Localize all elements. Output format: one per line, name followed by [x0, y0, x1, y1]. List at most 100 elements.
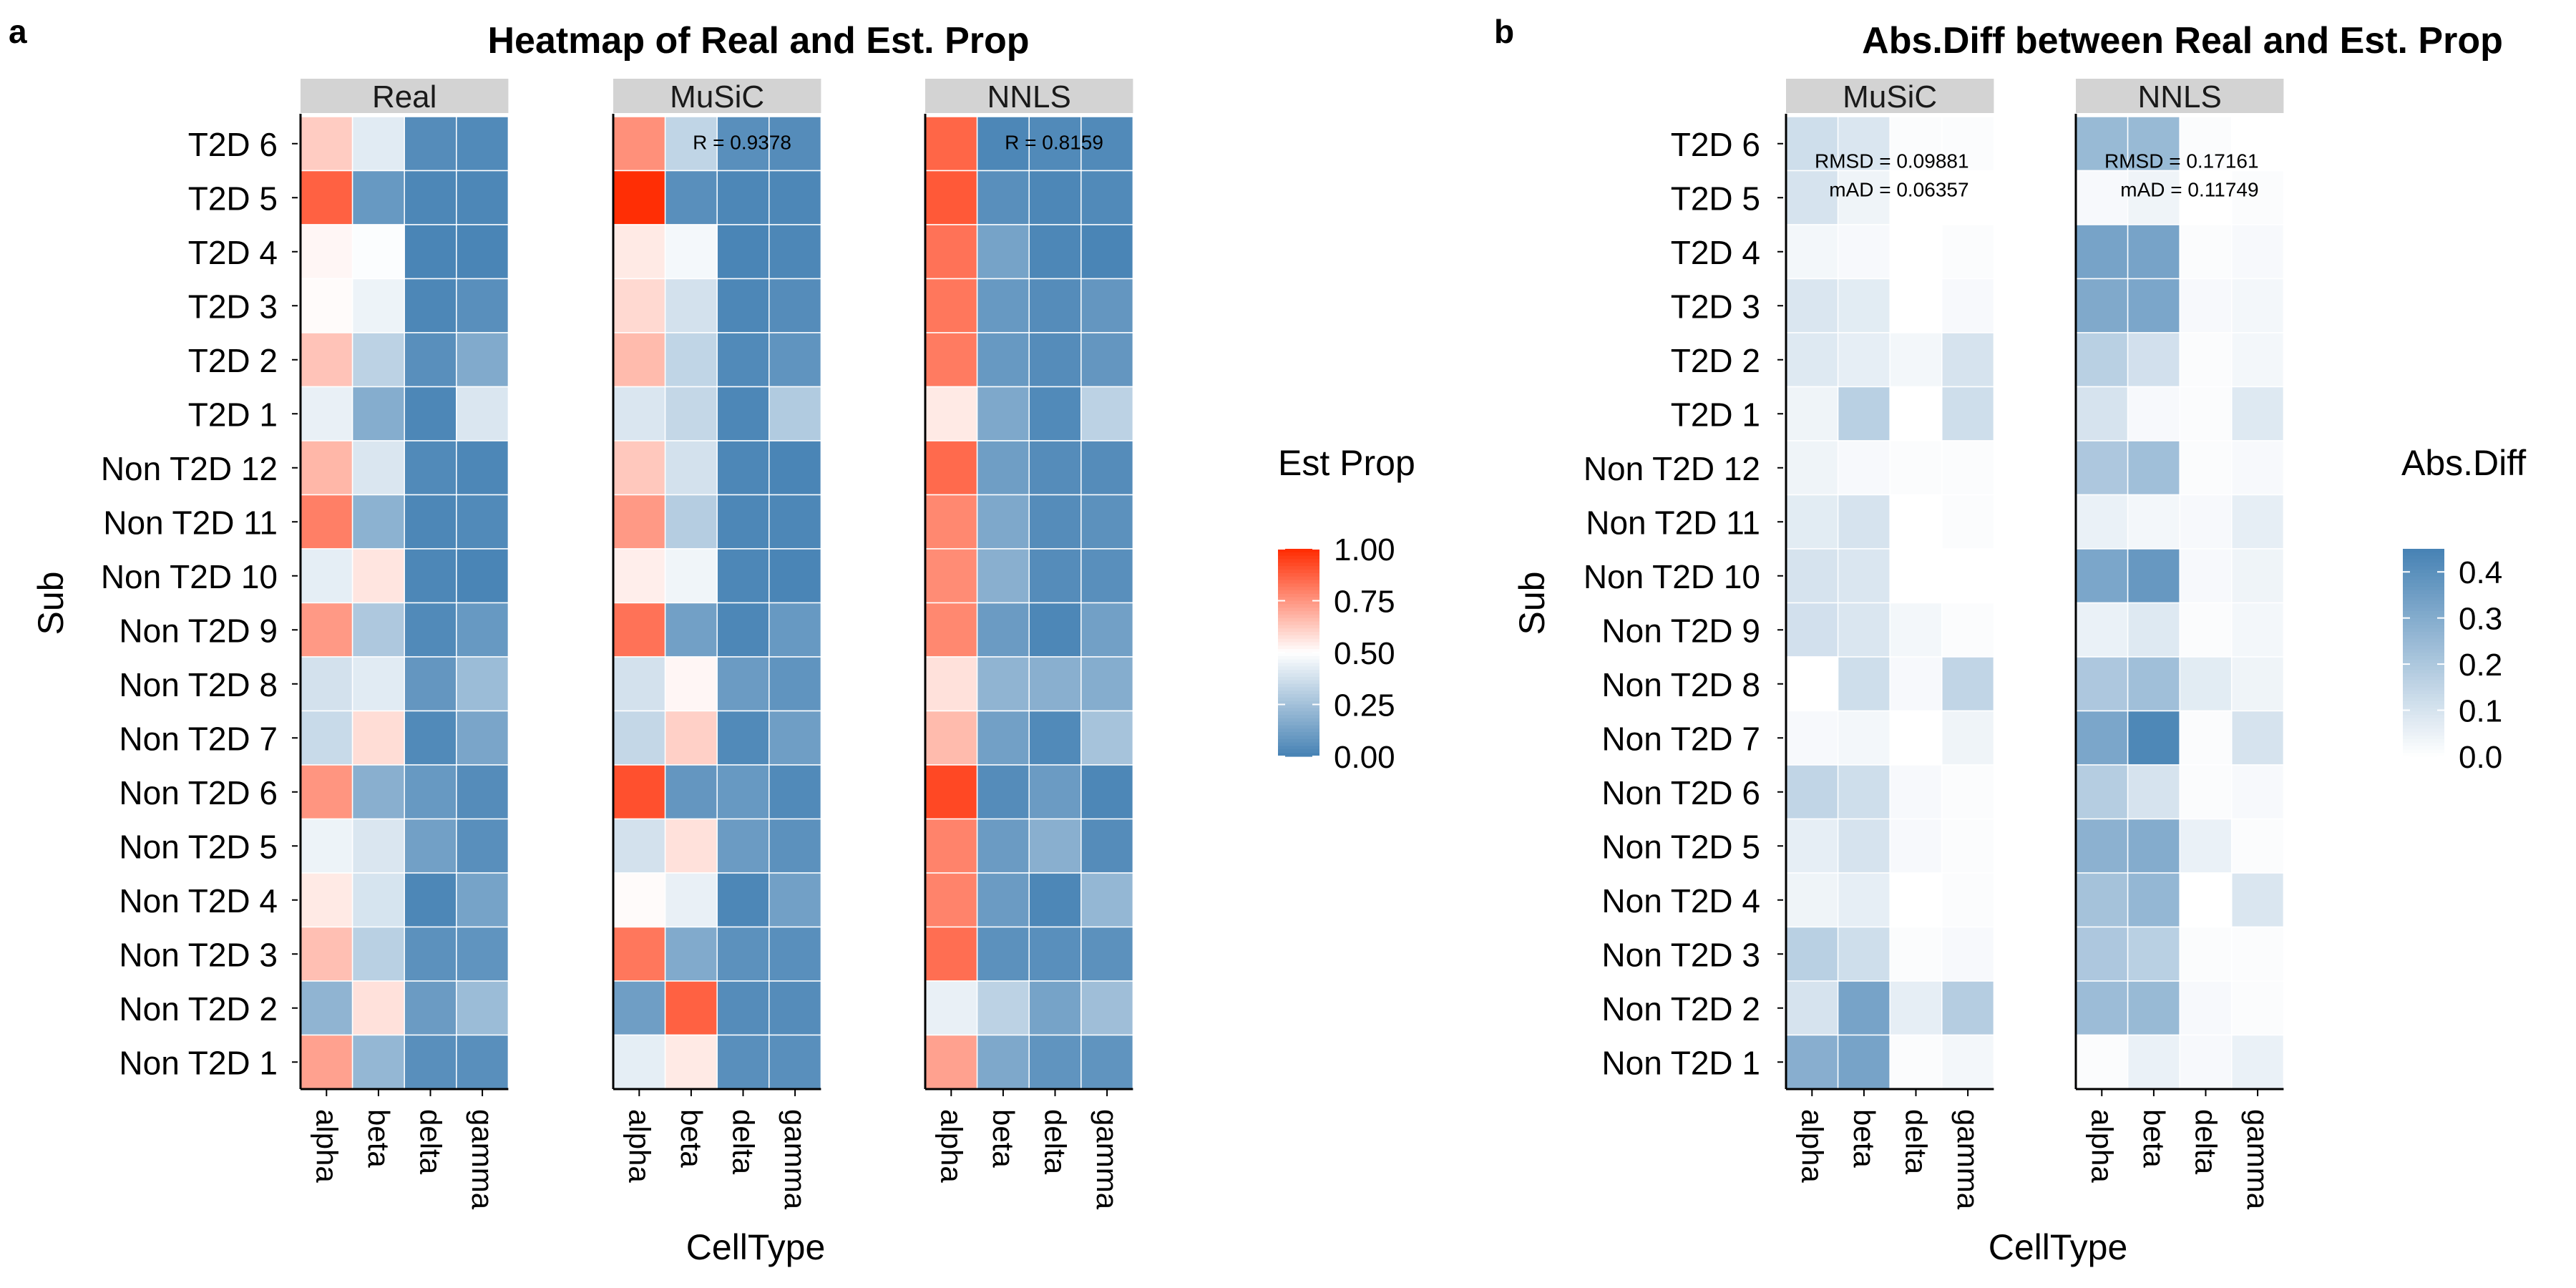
heatmap-cell [300, 548, 353, 604]
legend-colorbar-segment [2403, 559, 2444, 563]
heatmap-cell [1080, 872, 1134, 928]
heatmap-cell [404, 602, 457, 658]
heatmap-cell [664, 494, 718, 550]
x-tick-label: delta [1039, 1109, 1073, 1175]
heatmap-cell [2179, 116, 2233, 172]
heatmap-cell [351, 710, 405, 766]
heatmap-cell [456, 872, 509, 928]
heatmap-cell [2075, 710, 2129, 766]
heatmap-cell [300, 818, 353, 874]
heatmap-cell [300, 602, 353, 658]
heatmap-cell [716, 710, 770, 766]
heatmap-cell [924, 170, 978, 225]
heatmap-cell [300, 872, 353, 928]
legend-colorbar-segment [2403, 659, 2444, 664]
heatmap-cell [769, 602, 822, 658]
legend-tick-label: 0.4 [2459, 555, 2502, 590]
heatmap-cell [300, 926, 353, 982]
heatmap-cell [1941, 548, 1995, 604]
heatmap-cell [716, 656, 770, 712]
heatmap-cell [1028, 170, 1082, 225]
heatmap-cell [2179, 872, 2233, 928]
heatmap-cell [613, 440, 666, 496]
heatmap-cell [2075, 494, 2129, 550]
heatmap-cell [351, 278, 405, 333]
heatmap-cell [1080, 818, 1134, 874]
x-tick-label: alpha [310, 1109, 343, 1183]
heatmap-cell [1889, 440, 1943, 496]
heatmap-cell [1889, 116, 1943, 172]
heatmap-cell [716, 548, 770, 604]
legend-colorbar-segment [1278, 611, 1319, 615]
heatmap-cell [1889, 548, 1943, 604]
heatmap-cell [1837, 710, 1890, 766]
heatmap-cell [404, 494, 457, 550]
heatmap-cell [404, 1034, 457, 1090]
heatmap-cell [300, 386, 353, 441]
heatmap-cell [924, 764, 978, 820]
heatmap-cell [664, 872, 718, 928]
legend-colorbar-segment [2403, 549, 2444, 553]
heatmap-cell [1837, 224, 1890, 280]
heatmap-cell [1028, 440, 1082, 496]
legend-colorbar-segment [2403, 649, 2444, 653]
panel-label-b: b [1494, 13, 1514, 50]
heatmap-cell [1785, 980, 1839, 1036]
legend-colorbar-segment [2403, 721, 2444, 726]
heatmap-cell [1080, 980, 1134, 1036]
heatmap-cell [1785, 440, 1839, 496]
heatmap-cell [300, 710, 353, 766]
heatmap-cell [1028, 224, 1082, 280]
heatmap-cell [1889, 764, 1943, 820]
heatmap-cell [769, 440, 822, 496]
error-annotation: RMSD = 0.17161 [2104, 150, 2259, 172]
heatmap-cell [1837, 170, 1890, 225]
facet-strip-label: MuSiC [670, 79, 764, 114]
legend-colorbar-segment [1278, 676, 1319, 681]
legend-colorbar-segment [1278, 738, 1319, 743]
heatmap-cell [1785, 764, 1839, 820]
heatmap-cell [716, 386, 770, 441]
heatmap-cell [1028, 386, 1082, 441]
legend-colorbar-segment [2403, 572, 2444, 577]
legend-colorbar-segment [2403, 621, 2444, 625]
legend-colorbar-segment [1278, 580, 1319, 584]
heatmap-cell [664, 980, 718, 1036]
heatmap-cell [664, 656, 718, 712]
heatmap-cell [300, 764, 353, 820]
legend-colorbar-segment [2403, 732, 2444, 736]
heatmap-cell [1889, 926, 1943, 982]
heatmap-cell [613, 116, 666, 172]
legend-colorbar-segment [1278, 680, 1319, 685]
heatmap-cell [2127, 818, 2180, 874]
row-label: Non T2D 2 [1601, 990, 1760, 1028]
legend-colorbar-segment [2403, 683, 2444, 688]
legend-colorbar-segment [2403, 570, 2444, 574]
heatmap-cell [2231, 980, 2285, 1036]
legend-colorbar-segment [2403, 728, 2444, 733]
error-annotation: mAD = 0.11749 [2120, 179, 2258, 201]
legend-colorbar-segment [1278, 549, 1319, 553]
heatmap-cell [1080, 224, 1134, 280]
heatmap-cell [1941, 170, 1995, 225]
legend-colorbar-segment [1278, 642, 1319, 646]
heatmap-cell [351, 872, 405, 928]
heatmap-cell [2127, 278, 2180, 333]
heatmap-cell [716, 440, 770, 496]
row-label: Non T2D 11 [103, 504, 278, 541]
heatmap-cell [2179, 602, 2233, 658]
heatmap-cell [2075, 386, 2129, 441]
legend-colorbar-segment [1278, 683, 1319, 688]
x-tick-label: gamma [779, 1109, 812, 1210]
heatmap-cell [1785, 656, 1839, 712]
heatmap-cell [1028, 494, 1082, 550]
legend-colorbar-segment [2403, 566, 2444, 570]
heatmap-cell [1785, 818, 1839, 874]
heatmap-cell [664, 548, 718, 604]
facet-strip [925, 79, 1133, 113]
heatmap-cell [924, 872, 978, 928]
heatmap-cell [664, 332, 718, 388]
row-label: T2D 5 [1671, 180, 1760, 217]
heatmap-cell [716, 872, 770, 928]
legend-colorbar-segment [1278, 562, 1319, 567]
